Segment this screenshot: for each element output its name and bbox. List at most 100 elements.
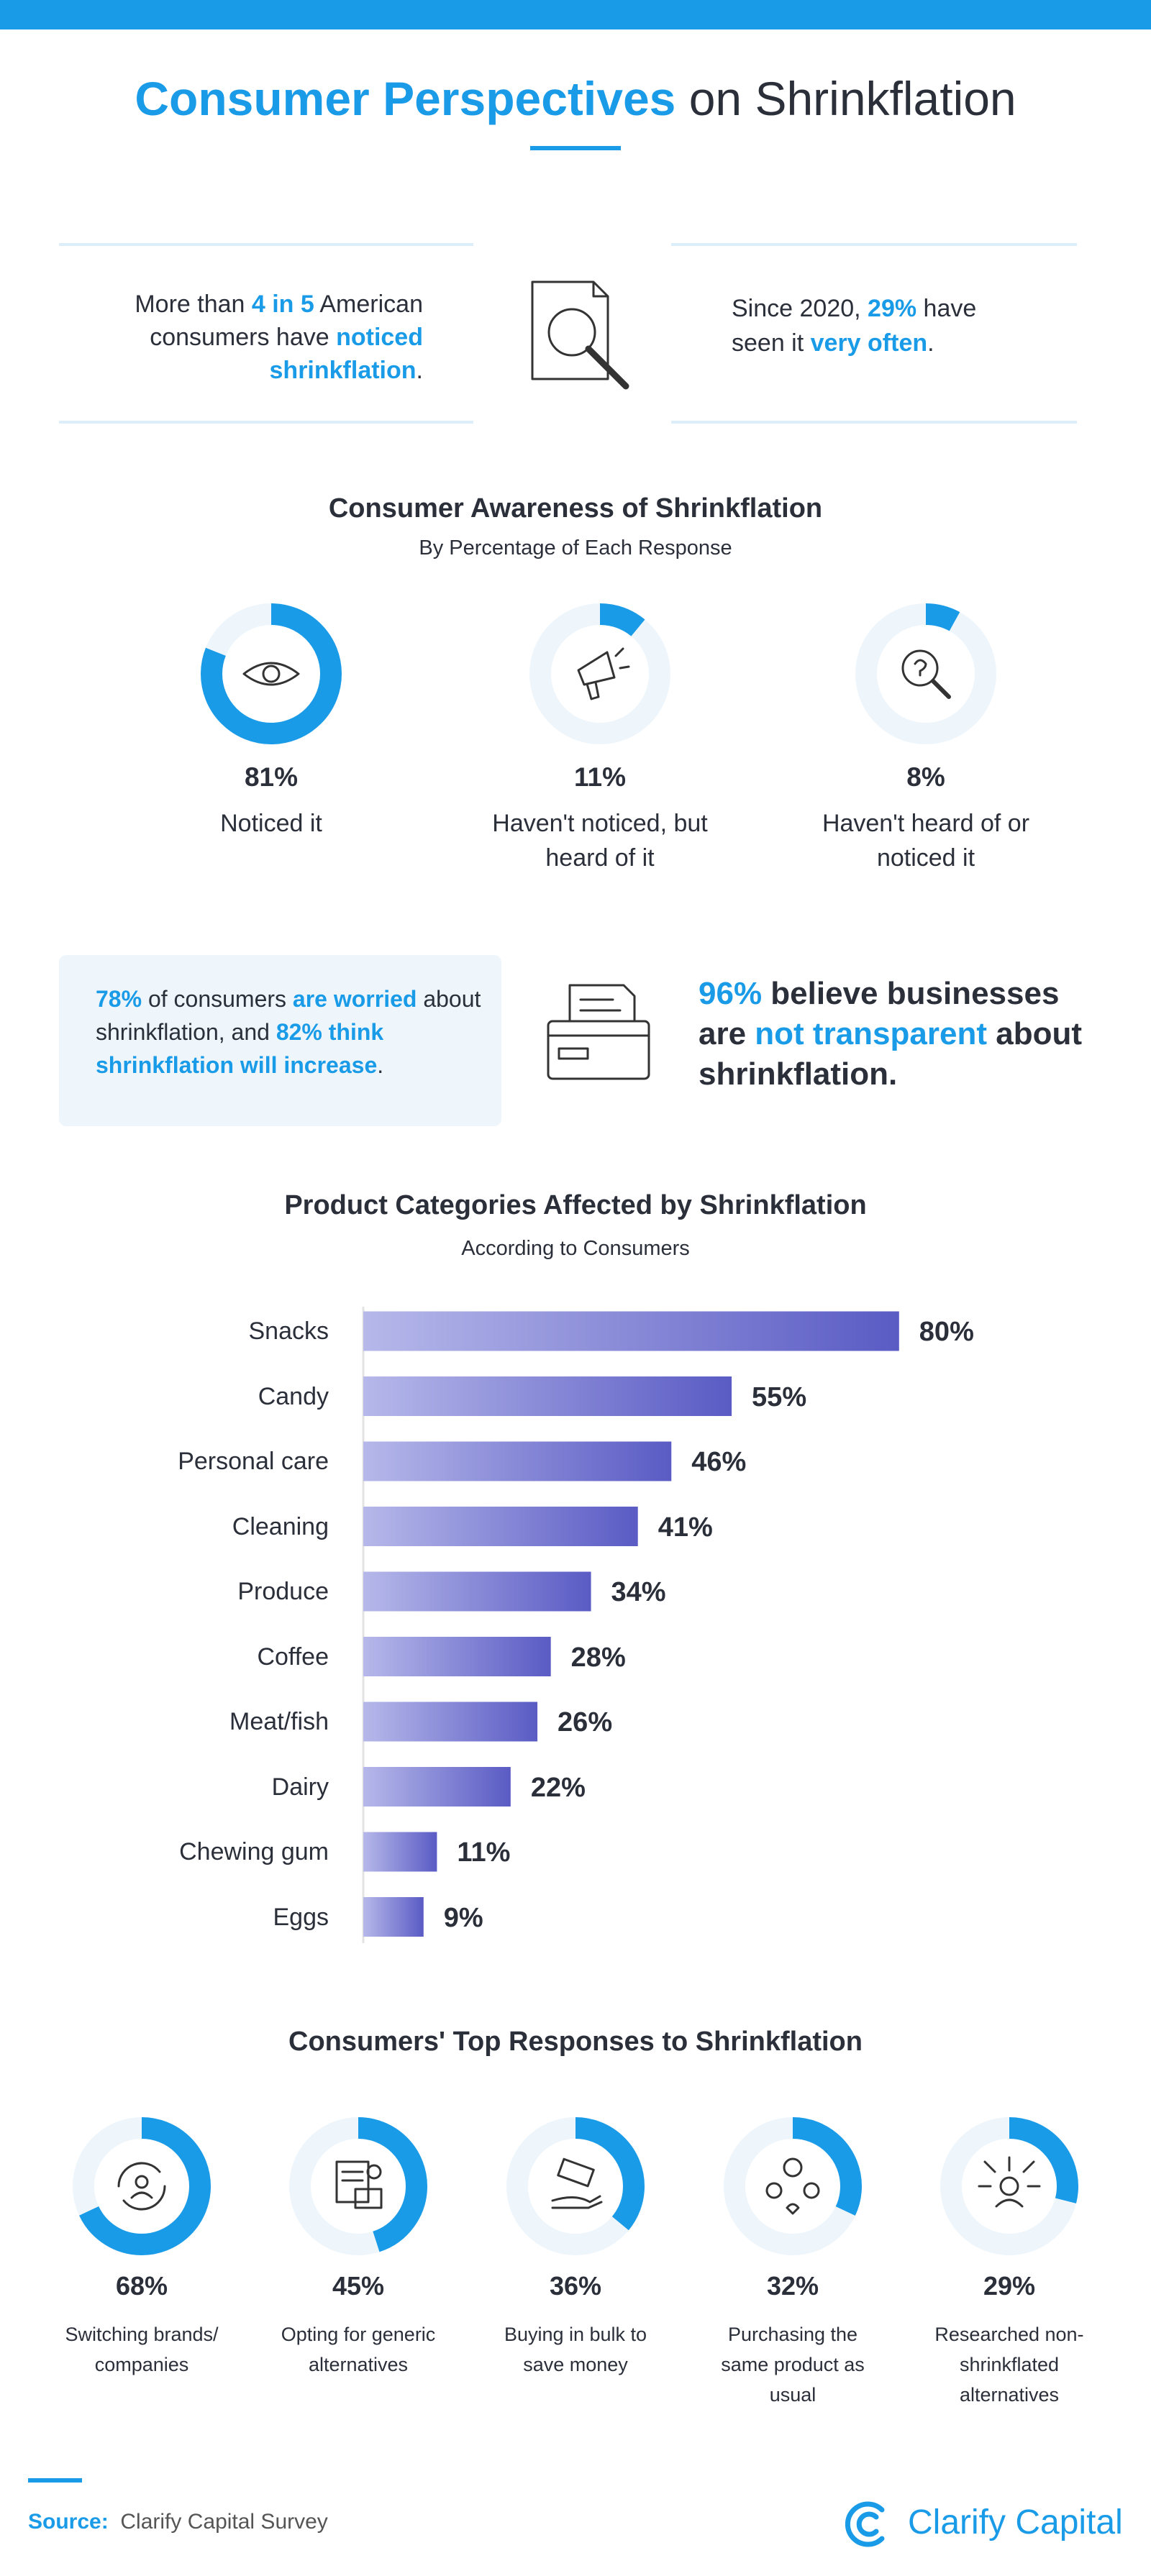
text-run: 4 in 5 [251, 291, 314, 318]
source-text: Clarify Capital Survey [120, 2510, 328, 2534]
bar-value-label: 22% [530, 1772, 586, 1803]
bar-value-label: 28% [570, 1642, 626, 1673]
text-run: Since 2020, [732, 295, 868, 322]
bar-category-label: Candy [258, 1382, 329, 1410]
donut-arc [529, 603, 670, 744]
bar-value-label: 55% [752, 1381, 807, 1412]
printer-icon [547, 984, 650, 1080]
bar-value-label: 11% [457, 1837, 511, 1868]
brand-logo [845, 2501, 885, 2547]
donut-category-label: Buying in bulk to save money [504, 2324, 647, 2375]
bar [363, 1832, 437, 1872]
stat-text: Since 2020, 29% have seen it very often. [732, 291, 1019, 360]
text-run: Consumer Perspectives [135, 72, 676, 125]
callout-headline: 96% believe businesses are not transpare… [699, 974, 1101, 1095]
donut-value-label: 68% [115, 2271, 168, 2301]
donut-arc [289, 2117, 427, 2255]
donut-arc [940, 2117, 1078, 2255]
donut-value-label: 32% [766, 2271, 819, 2301]
stat-text: More than 4 in 5 American consumers have… [112, 288, 423, 387]
text-run: very often [810, 329, 928, 357]
text-run: noticed shrinkflation [269, 324, 423, 384]
donut-arc [724, 2117, 862, 2255]
document-search-icon [531, 280, 629, 390]
donut-value-label: 36% [549, 2271, 602, 2301]
megaphone-icon [577, 647, 630, 700]
research-icon [978, 2156, 1041, 2208]
switch-icon [117, 2162, 166, 2211]
bar [363, 1897, 424, 1937]
source: Source: Clarify Capital Survey [28, 2510, 328, 2534]
bar [363, 1767, 511, 1807]
donut-value-label: 29% [983, 2271, 1036, 2301]
bar-value-label: 80% [919, 1317, 974, 1347]
bulk-icon [551, 2157, 603, 2209]
bar [363, 1441, 672, 1481]
donut-category-label: Purchasing the same product as usual [721, 2324, 865, 2406]
text-run: . [416, 357, 423, 384]
bar [363, 1376, 732, 1416]
text-run: believe businesses are [699, 976, 1060, 1051]
callout-box [59, 955, 501, 1126]
bar [363, 1507, 638, 1546]
chart-title: Consumers' Top Responses to Shrinkflatio… [288, 2027, 863, 2057]
donut-value-label: 81% [244, 762, 299, 792]
callout-text: 78% of consumers are worried about shrin… [96, 982, 499, 1082]
text-run: 96% [699, 976, 763, 1011]
stat-box-lines [59, 243, 1077, 424]
donut-track [855, 603, 996, 744]
donut-arc [506, 2117, 645, 2255]
donut-category-label: Opting for generic alternatives [281, 2324, 436, 2375]
bar-category-label: Eggs [273, 1903, 329, 1931]
bar-category-label: Snacks [248, 1317, 329, 1345]
bar-value-label: 9% [443, 1902, 483, 1933]
generic-icon [335, 2160, 383, 2209]
text-run: . [927, 329, 934, 357]
text-run: are worried [292, 986, 417, 1012]
title-underline [530, 146, 621, 150]
bar-value-label: 41% [658, 1512, 713, 1543]
bar-category-label: Personal care [178, 1448, 329, 1475]
text-run: American consumers have [150, 291, 423, 351]
donut-value-label: 11% [573, 762, 626, 792]
donut-arc [855, 603, 996, 744]
chart-title: Consumer Awareness of Shrinkflation [328, 493, 823, 524]
donut-category-label: Noticed it [220, 810, 322, 837]
text-run: about shrinkflation. [699, 1016, 1082, 1092]
text-run: of consumers [142, 986, 293, 1012]
bar-category-label: Dairy [271, 1773, 329, 1801]
bar [363, 1702, 538, 1742]
same-product-icon [765, 2157, 820, 2215]
bar-category-label: Cleaning [232, 1512, 329, 1540]
bar [363, 1311, 899, 1351]
donut-category-label: Haven't noticed, but heard of it [492, 810, 708, 872]
donut-value-label: 8% [906, 762, 945, 792]
bar [363, 1571, 591, 1612]
bar-category-label: Produce [237, 1578, 329, 1605]
text-run: on Shrinkflation [675, 72, 1016, 125]
donut-category-label: Researched non-shrinkflated alternatives [934, 2324, 1084, 2406]
text-run: . [377, 1052, 384, 1078]
donut-arc [73, 2117, 211, 2255]
bar-value-label: 26% [558, 1707, 613, 1737]
chart-subtitle: According to Consumers [461, 1237, 690, 1260]
text-run: 82% think shrinkflation will increase [96, 1019, 384, 1078]
text-run: More than [135, 291, 252, 318]
eye-icon [242, 662, 300, 686]
donut-category-label: Haven't heard of or noticed it [822, 810, 1030, 872]
text-run: 29% [868, 295, 917, 322]
text-run: 78% [96, 986, 142, 1012]
top-bar [0, 0, 1151, 29]
text-run: have seen it [732, 295, 977, 357]
text-run: about shrinkflation, and [96, 986, 481, 1045]
donut-arc [201, 603, 342, 744]
bar-category-label: Meat/fish [229, 1708, 329, 1735]
chart-subtitle: By Percentage of Each Response [419, 536, 732, 559]
donut-value-label: 45% [332, 2271, 385, 2301]
bar [363, 1637, 551, 1676]
brand-name: Clarify Capital [908, 2503, 1123, 2541]
donut-track [529, 603, 670, 744]
bar-value-label: 34% [611, 1577, 666, 1607]
